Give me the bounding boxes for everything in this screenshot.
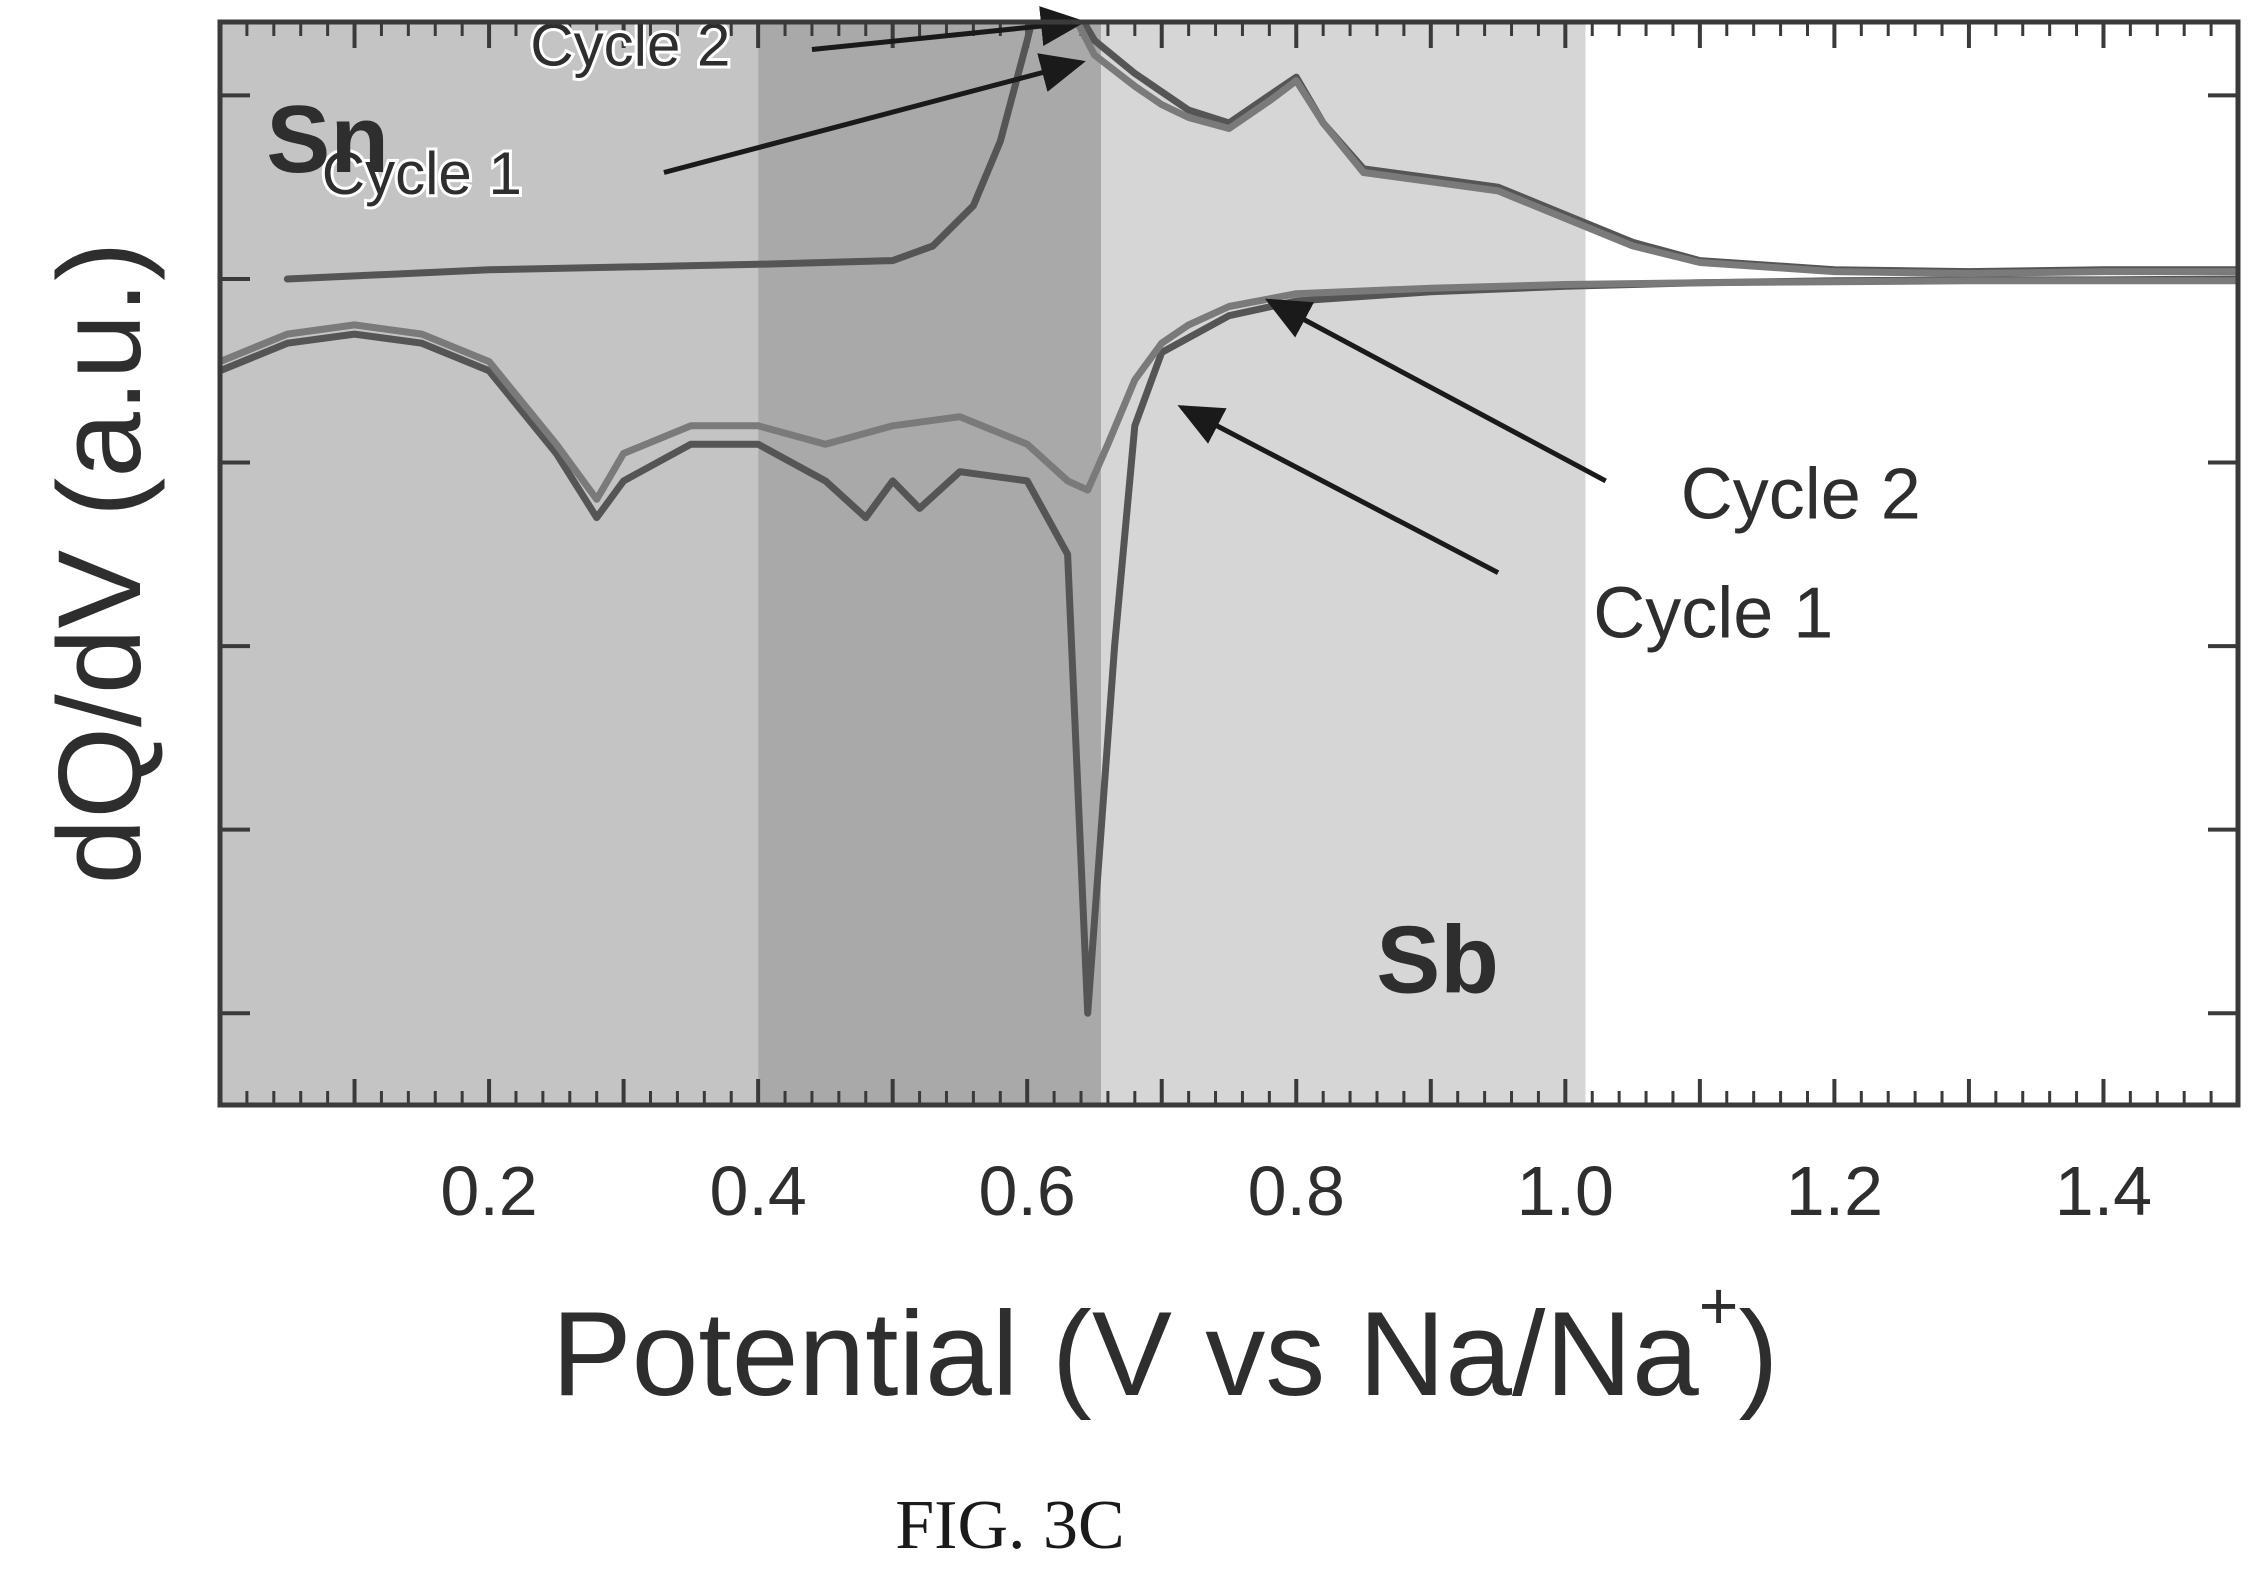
series-line-4 — [1073, 22, 2238, 277]
annotation-arrow-2 — [663, 53, 1086, 175]
x-tick-labels: 0.2 0.4 0.6 0.8 1.0 1.2 1.4 — [440, 1152, 2152, 1230]
series-layer — [220, 22, 2238, 1017]
annotation-label-2: Cycle 1 — [322, 140, 522, 207]
x-axis-label-close: ) — [1738, 1287, 1778, 1421]
shaded-region-3 — [1101, 22, 1586, 1105]
annotation-label-3: Cycle 2 — [1681, 454, 1921, 534]
x-axis-label-main: Potential (V vs Na/Na — [552, 1287, 1699, 1421]
shaded-region-2 — [758, 22, 1102, 1105]
x-tick-label: 0.8 — [1248, 1152, 1345, 1230]
y-axis-label: dQ/dV (a.u.) — [34, 242, 166, 885]
shaded-regions — [220, 22, 1586, 1105]
series-line-2 — [220, 277, 2238, 503]
x-axis-label-superscript: + — [1699, 1268, 1739, 1344]
figure-caption: FIG. 3C — [895, 1487, 1124, 1564]
region-label-sn: Sn — [266, 86, 389, 193]
annotation-arrow-4 — [1177, 405, 1500, 575]
x-tick-label: 0.4 — [709, 1152, 806, 1230]
shaded-region-1 — [220, 22, 759, 1105]
annotation-arrow-1 — [811, 6, 1086, 53]
x-tick-label: 1.2 — [1786, 1152, 1883, 1230]
region-labels: Sn Sb — [266, 86, 1499, 1014]
annotation-arrow-3 — [1264, 298, 1607, 484]
x-axis-label: Potential (V vs Na/Na+) — [552, 1268, 1779, 1421]
annotation-label-4: Cycle 1 — [1593, 574, 1833, 654]
x-tick-label: 0.2 — [440, 1152, 537, 1230]
plot-frame — [217, 19, 2241, 1108]
region-label-sb: Sb — [1376, 907, 1499, 1014]
x-tick-label: 0.6 — [979, 1152, 1076, 1230]
x-tick-label: 1.0 — [1517, 1152, 1614, 1230]
x-tick-label: 1.4 — [2055, 1152, 2152, 1230]
